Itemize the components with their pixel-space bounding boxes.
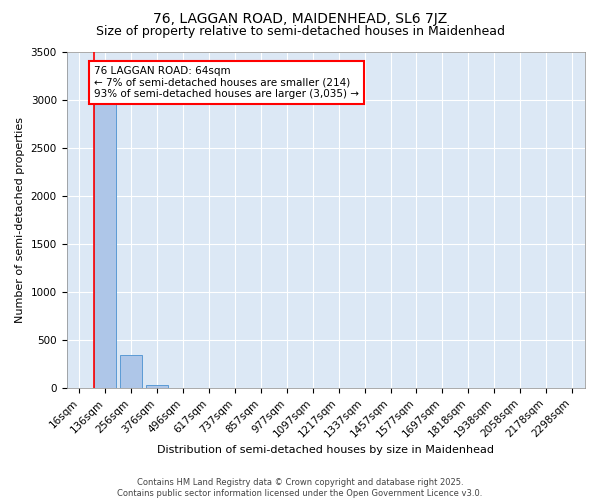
- Bar: [121, 354, 142, 388]
- Y-axis label: Number of semi-detached properties: Number of semi-detached properties: [15, 117, 25, 323]
- Bar: [146, 385, 168, 388]
- Text: Contains HM Land Registry data © Crown copyright and database right 2025.
Contai: Contains HM Land Registry data © Crown c…: [118, 478, 482, 498]
- Text: 76, LAGGAN ROAD, MAIDENHEAD, SL6 7JZ: 76, LAGGAN ROAD, MAIDENHEAD, SL6 7JZ: [153, 12, 447, 26]
- Bar: [94, 96, 116, 388]
- X-axis label: Distribution of semi-detached houses by size in Maidenhead: Distribution of semi-detached houses by …: [157, 445, 494, 455]
- Text: Size of property relative to semi-detached houses in Maidenhead: Size of property relative to semi-detach…: [95, 25, 505, 38]
- Text: 76 LAGGAN ROAD: 64sqm
← 7% of semi-detached houses are smaller (214)
93% of semi: 76 LAGGAN ROAD: 64sqm ← 7% of semi-detac…: [94, 66, 359, 99]
